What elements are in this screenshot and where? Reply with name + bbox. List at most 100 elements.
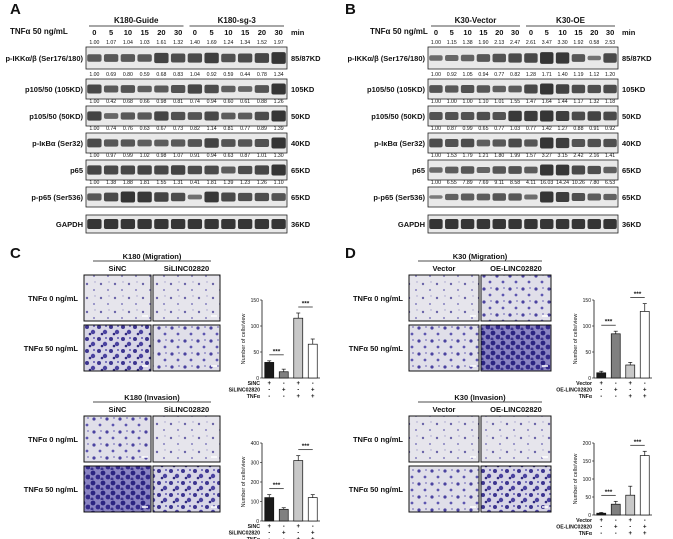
protein-band [460,54,475,62]
quant-value: 1.00 [89,99,99,105]
blot-membrane [427,186,619,208]
time-point: 5 [450,28,454,37]
quant-value: 1.69 [207,40,217,46]
condition-sign: + [311,531,315,537]
micrograph [83,324,152,372]
protein-band [170,139,186,147]
quant-value: 16.03 [540,180,553,186]
protein-band [221,166,236,174]
condition-sign: + [311,394,315,400]
quant-value: 0.63 [223,153,233,159]
protein-band [460,166,475,174]
protein-band [587,138,601,148]
quant-value: 1.10 [274,180,284,186]
protein-band [154,52,169,64]
condition-sign: + [614,525,618,531]
molecular-weight: 85/87KD [622,54,652,63]
protein-band [492,139,506,147]
protein-band [137,139,152,147]
protein-band [237,112,253,120]
protein-band [170,85,186,93]
quant-value: 1.00 [431,40,441,46]
condition-sign: - [268,531,270,537]
molecular-weight: 40KD [291,139,311,148]
condition-sign: - [644,518,646,524]
group-label: K30-OE [556,16,586,25]
protein-label: p65 [412,166,425,175]
quant-value: 1.00 [89,153,99,159]
quant-value: 1.07 [106,40,116,46]
quant-value: 0.91 [190,153,200,159]
protein-label: p105/50 (50KD) [29,112,83,121]
condition-sign: + [282,531,286,537]
time-point: 20 [157,28,165,37]
protein-band [524,139,538,147]
protein-band [204,219,219,229]
protein-band [154,192,169,202]
protein-band [103,192,119,202]
protein-band [87,54,102,62]
quant-value: 1.04 [190,72,200,78]
condition-sign: - [600,525,602,531]
molecular-weight: 36KD [622,220,642,229]
protein-band [170,165,186,175]
quant-value: 1.42 [542,126,552,132]
protein-band [587,84,601,94]
quant-value: 1.39 [274,126,284,132]
quant-value: 1.79 [463,153,473,159]
protein-band [271,164,286,176]
protein-band [571,54,586,62]
quant-value: 1.71 [542,72,552,78]
quant-value: 0.87 [447,126,457,132]
quant-value: 0.92 [207,72,217,78]
y-axis-label: Number of cells/view [241,457,247,508]
row-label: TNFα 0 ng/mL [353,294,403,303]
condition-sign: - [268,388,270,394]
quant-value: 7.69 [478,180,488,186]
quant-value: 0.60 [223,99,233,105]
molecular-weight: 50KD [291,112,311,121]
condition-label: TNFα [247,394,261,400]
protein-band [271,219,286,229]
condition-label: TNFα [579,531,593,537]
protein-label: p105/50 (50KD) [371,112,425,121]
significance-mark: *** [605,319,613,326]
protein-band [524,53,538,63]
quant-value: 8.58 [510,180,520,186]
quant-value: 1.00 [447,99,457,105]
quant-value: 1.30 [274,153,284,159]
time-point: 15 [140,28,148,37]
protein-band [137,112,152,120]
protein-band [445,112,459,120]
quant-value: 0.61 [240,99,250,105]
protein-band [187,139,203,147]
time-point: 30 [606,28,614,37]
protein-band [237,165,253,175]
protein-band [237,139,253,147]
column-label: Vector [433,264,456,273]
time-point: 20 [590,28,598,37]
condition-label: SiLINC02820 [229,531,261,537]
protein-band [87,165,102,175]
protein-band [271,137,286,149]
quant-value: 0.77 [526,126,536,132]
time-point: 10 [463,28,471,37]
quant-value: 1.34 [274,72,284,78]
condition-sign: - [268,394,270,400]
micrograph [408,274,480,322]
protein-band [429,55,443,61]
time-point: 10 [224,28,232,37]
y-tick-label: 100 [583,324,592,330]
micrograph [83,465,152,513]
protein-band [103,165,119,175]
protein-band [445,139,459,147]
condition-label: SiLINC02820 [229,388,261,394]
quant-value: 3.27 [542,153,552,159]
quant-value: 1.88 [123,180,133,186]
time-point: 0 [193,28,197,37]
quant-value: 0.58 [589,40,599,46]
quant-value: 1.00 [89,126,99,132]
protein-band [87,111,102,121]
quant-value: 2.53 [605,40,615,46]
